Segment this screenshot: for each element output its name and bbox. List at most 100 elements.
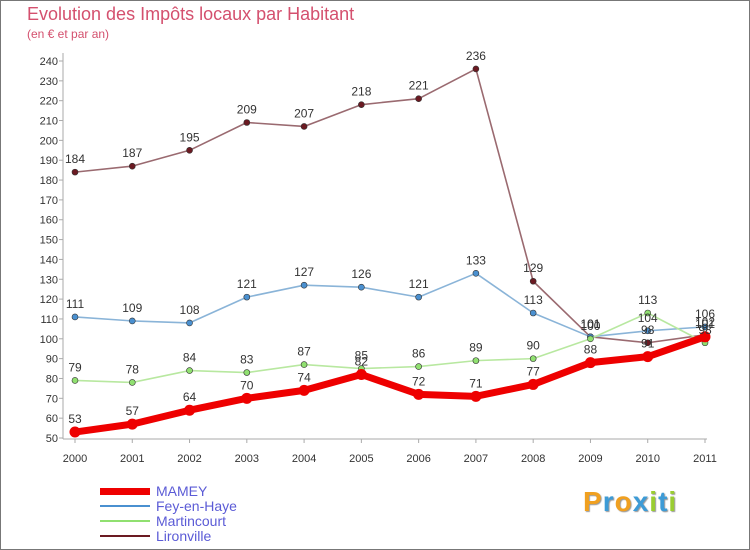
- y-tick-label: 50: [46, 433, 58, 445]
- data-label-lironville: 102: [695, 315, 715, 329]
- x-tick-label: 2002: [177, 453, 201, 465]
- logo-letter: i: [649, 486, 659, 517]
- data-label-mamey: 71: [469, 376, 483, 390]
- legend-label-lironville: Lironville: [156, 528, 212, 544]
- logo-letter: r: [602, 486, 615, 517]
- logo-letter: o: [614, 486, 633, 517]
- data-point-martincourt: [529, 355, 537, 362]
- data-point-fey-en-haye: [300, 281, 308, 289]
- data-point-fey-en-haye: [415, 293, 422, 301]
- data-label-mamey: 88: [584, 343, 598, 357]
- data-point-martincourt: [472, 357, 480, 364]
- data-point-mamey: [699, 331, 711, 343]
- y-tick-label: 90: [46, 354, 58, 366]
- data-label-lironville: 218: [351, 85, 371, 99]
- data-point-fey-en-haye: [128, 317, 136, 325]
- data-label-mamey: 91: [641, 337, 655, 351]
- logo-letter: x: [632, 486, 650, 517]
- y-tick-label: 60: [46, 413, 58, 425]
- legend-swatch-mamey: [100, 488, 150, 495]
- data-point-mamey: [470, 390, 482, 402]
- data-label-martincourt: 86: [412, 347, 426, 361]
- data-point-mamey: [584, 357, 596, 369]
- data-point-fey-en-haye: [644, 327, 652, 335]
- proxiti-logo: Proxiti: [583, 486, 677, 518]
- chart-subtitle: (en € et par an): [27, 27, 110, 41]
- data-point-martincourt: [71, 377, 79, 384]
- y-tick-label: 210: [40, 116, 58, 128]
- data-point-mamey: [126, 418, 138, 430]
- y-tick-label: 100: [40, 334, 58, 346]
- data-point-lironville: [186, 146, 193, 154]
- data-point-martincourt: [128, 379, 136, 386]
- data-point-mamey: [184, 404, 196, 416]
- legend-label-fey-en-haye: Fey-en-Haye: [156, 498, 237, 514]
- data-point-mamey: [527, 378, 539, 390]
- data-point-martincourt: [415, 363, 422, 370]
- data-label-lironville: 209: [237, 103, 257, 117]
- series-line-martincourt: [74, 312, 706, 384]
- data-label-lironville: 187: [122, 146, 142, 160]
- data-point-lironville: [128, 162, 136, 170]
- x-tick-label: 2004: [292, 453, 316, 465]
- y-tick-label: 170: [40, 195, 58, 207]
- y-tick-label: 200: [40, 135, 58, 147]
- data-label-fey-en-haye: 109: [122, 301, 142, 315]
- data-point-martincourt: [243, 369, 251, 376]
- y-tick-label: 130: [40, 274, 58, 286]
- data-label-martincourt: 78: [126, 362, 140, 376]
- data-label-martincourt: 90: [527, 339, 541, 353]
- data-label-lironville: 101: [580, 317, 600, 331]
- y-tick-label: 70: [46, 393, 58, 405]
- data-label-martincourt: 113: [638, 293, 657, 307]
- data-label-lironville: 98: [641, 323, 655, 337]
- y-tick-label: 120: [40, 294, 58, 306]
- data-label-mamey: 70: [240, 378, 254, 392]
- data-point-fey-en-haye: [243, 293, 251, 301]
- series-line-lironville: [74, 68, 706, 344]
- data-point-lironville: [415, 95, 422, 102]
- data-point-mamey: [69, 426, 81, 438]
- x-tick-label: 2007: [464, 453, 488, 465]
- data-label-lironville: 221: [409, 79, 429, 93]
- y-tick-label: 180: [40, 175, 58, 187]
- data-point-fey-en-haye: [529, 309, 537, 317]
- data-point-mamey: [298, 384, 310, 396]
- data-label-fey-en-haye: 106: [695, 307, 715, 321]
- data-label-fey-en-haye: 104: [638, 311, 658, 325]
- data-point-lironville: [472, 65, 480, 73]
- data-label-mamey: 101: [695, 317, 715, 331]
- data-point-lironville: [300, 123, 308, 130]
- data-point-fey-en-haye: [186, 319, 193, 327]
- legend-swatch-lironville: [100, 535, 150, 537]
- data-point-fey-en-haye: [701, 323, 709, 331]
- data-label-lironville: 236: [466, 49, 486, 63]
- data-label-martincourt: 98: [698, 323, 712, 337]
- chart-title: Evolution des Impôts locaux par Habitant: [27, 4, 355, 24]
- data-label-mamey: 82: [355, 355, 369, 369]
- data-label-mamey: 74: [297, 370, 311, 384]
- data-label-fey-en-haye: 113: [524, 293, 543, 307]
- logo-letter: i: [668, 486, 678, 517]
- data-point-fey-en-haye: [472, 270, 480, 277]
- y-tick-label: 230: [40, 76, 58, 88]
- data-label-lironville: 195: [180, 130, 200, 144]
- data-point-lironville: [243, 119, 251, 126]
- series-line-fey-en-haye: [74, 272, 706, 338]
- y-tick-label: 160: [40, 215, 58, 227]
- y-tick-label: 150: [40, 235, 58, 247]
- data-label-martincourt: 83: [240, 353, 254, 367]
- data-point-lironville: [71, 168, 79, 176]
- data-label-fey-en-haye: 101: [580, 317, 600, 331]
- data-point-mamey: [355, 369, 367, 381]
- data-label-mamey: 64: [183, 390, 197, 404]
- legend-label-martincourt: Martincourt: [156, 513, 227, 529]
- x-tick-label: 2000: [63, 453, 87, 465]
- x-tick-label: 2009: [578, 453, 602, 465]
- logo-letter: P: [583, 486, 603, 517]
- data-label-fey-en-haye: 133: [466, 253, 486, 267]
- data-label-martincourt: 84: [183, 351, 197, 365]
- data-point-martincourt: [587, 335, 594, 343]
- data-label-fey-en-haye: 121: [237, 277, 257, 291]
- data-label-mamey: 53: [68, 412, 82, 426]
